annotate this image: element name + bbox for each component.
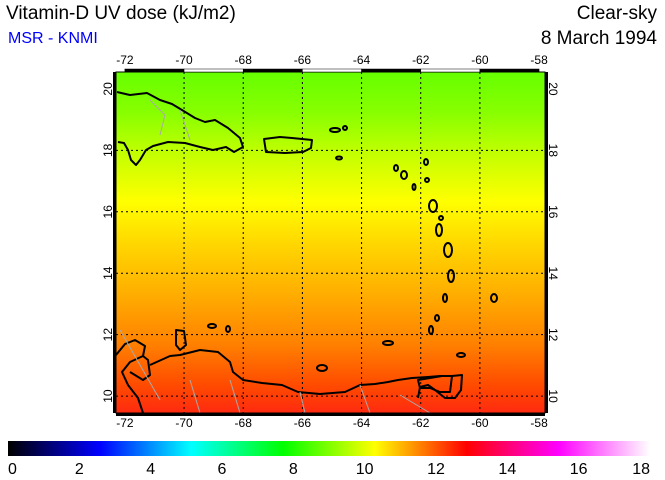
- tick-label-top: -60: [471, 53, 489, 67]
- colorbar-tick-label: 16: [570, 461, 588, 478]
- colorbar-tick-label: 12: [427, 461, 445, 478]
- coast-margarita: [316, 364, 328, 372]
- tick-label-bottom: -58: [530, 416, 548, 430]
- colorbar-tick-label: 8: [289, 461, 298, 478]
- colorbar-tick-label: 0: [8, 461, 17, 478]
- map-title: Vitamin-D UV dose (kJ/m2): [6, 3, 236, 24]
- coast-trinidad: [417, 375, 453, 393]
- colorbar-tick-label: 2: [75, 461, 84, 478]
- tick-label-bottom: -60: [471, 416, 489, 430]
- tick-label-top: -62: [412, 53, 430, 67]
- coast-tobago: [382, 340, 394, 346]
- frame-bar: [242, 68, 303, 73]
- tick-label-left: 12: [101, 328, 115, 342]
- tick-label-right: 12: [546, 328, 560, 342]
- tick-label-bottom: -66: [294, 416, 312, 430]
- condition-label: Clear-sky: [576, 3, 657, 24]
- frame-bar-left: [113, 72, 116, 413]
- tick-label-bottom: -64: [353, 416, 371, 430]
- frame-bar-right: [545, 72, 548, 413]
- frame-bar: [479, 68, 540, 73]
- tick-label-bottom: -70: [175, 416, 193, 430]
- coast-aruba: [175, 329, 187, 351]
- map-panel: -72 -72 -70 -70 -68 -68 -66 -66 -64 -64 -62 -62 -60 -…: [101, 53, 560, 430]
- tick-label-bottom: -72: [116, 416, 134, 430]
- tick-label-bottom: -68: [235, 416, 253, 430]
- tick-label-right: 18: [546, 144, 560, 158]
- tick-label-top: -70: [175, 53, 193, 67]
- colorbar: 0 2 4 6 8 10 12 14 16 18: [8, 441, 650, 478]
- colorbar-tick-label: 10: [356, 461, 374, 478]
- colorbar-labels: 0 2 4 6 8 10 12 14 16 18: [8, 461, 650, 478]
- source-label: MSR - KNMI: [8, 30, 98, 47]
- tick-label-left: 20: [101, 82, 115, 96]
- map-axes: -72 -72 -70 -70 -68 -68 -66 -66 -64 -64 -62 -62 -60 -…: [101, 53, 560, 430]
- tick-label-top: -68: [235, 53, 253, 67]
- uv-dose-field: [116, 72, 545, 413]
- tick-label-left: 14: [101, 266, 115, 280]
- frame-bar: [302, 68, 362, 73]
- frame-bar: [420, 68, 481, 73]
- tick-label-left: 10: [101, 389, 115, 403]
- tick-label-right: 14: [546, 267, 560, 281]
- graticule: [116, 72, 545, 413]
- coast-curacao: [207, 323, 217, 329]
- colorbar-tick-label: 6: [218, 461, 227, 478]
- coastlines: [115, 91, 498, 414]
- borders: [119, 99, 431, 414]
- tick-label-right: 20: [546, 82, 560, 96]
- frame-bar: [183, 68, 244, 73]
- frame-bar: [361, 68, 421, 73]
- coast-hispaniola: [116, 91, 244, 166]
- coast-puerto-rico: [263, 136, 313, 154]
- tick-label-left: 16: [101, 205, 115, 219]
- coast-lake-maracaibo: [129, 355, 151, 381]
- tick-label-right: 10: [546, 389, 560, 403]
- colorbar-tick-label: 18: [632, 461, 650, 478]
- colorbar-tick-label: 14: [498, 461, 516, 478]
- tick-label-top: -64: [353, 53, 371, 67]
- date-label: 8 March 1994: [540, 28, 657, 49]
- tick-label-top: -58: [530, 53, 548, 67]
- tick-label-top: -72: [116, 53, 134, 67]
- tick-label-right: 16: [546, 205, 560, 219]
- colorbar-tick-label: 4: [146, 461, 155, 478]
- frame-bar: [124, 68, 185, 73]
- tick-label-left: 18: [101, 143, 115, 157]
- coast-bonaire: [225, 325, 231, 333]
- colorbar-bar: [8, 441, 650, 456]
- tick-label-top: -66: [294, 53, 312, 67]
- tick-label-bottom: -62: [412, 416, 430, 430]
- frame-bar-bottom: [116, 413, 545, 416]
